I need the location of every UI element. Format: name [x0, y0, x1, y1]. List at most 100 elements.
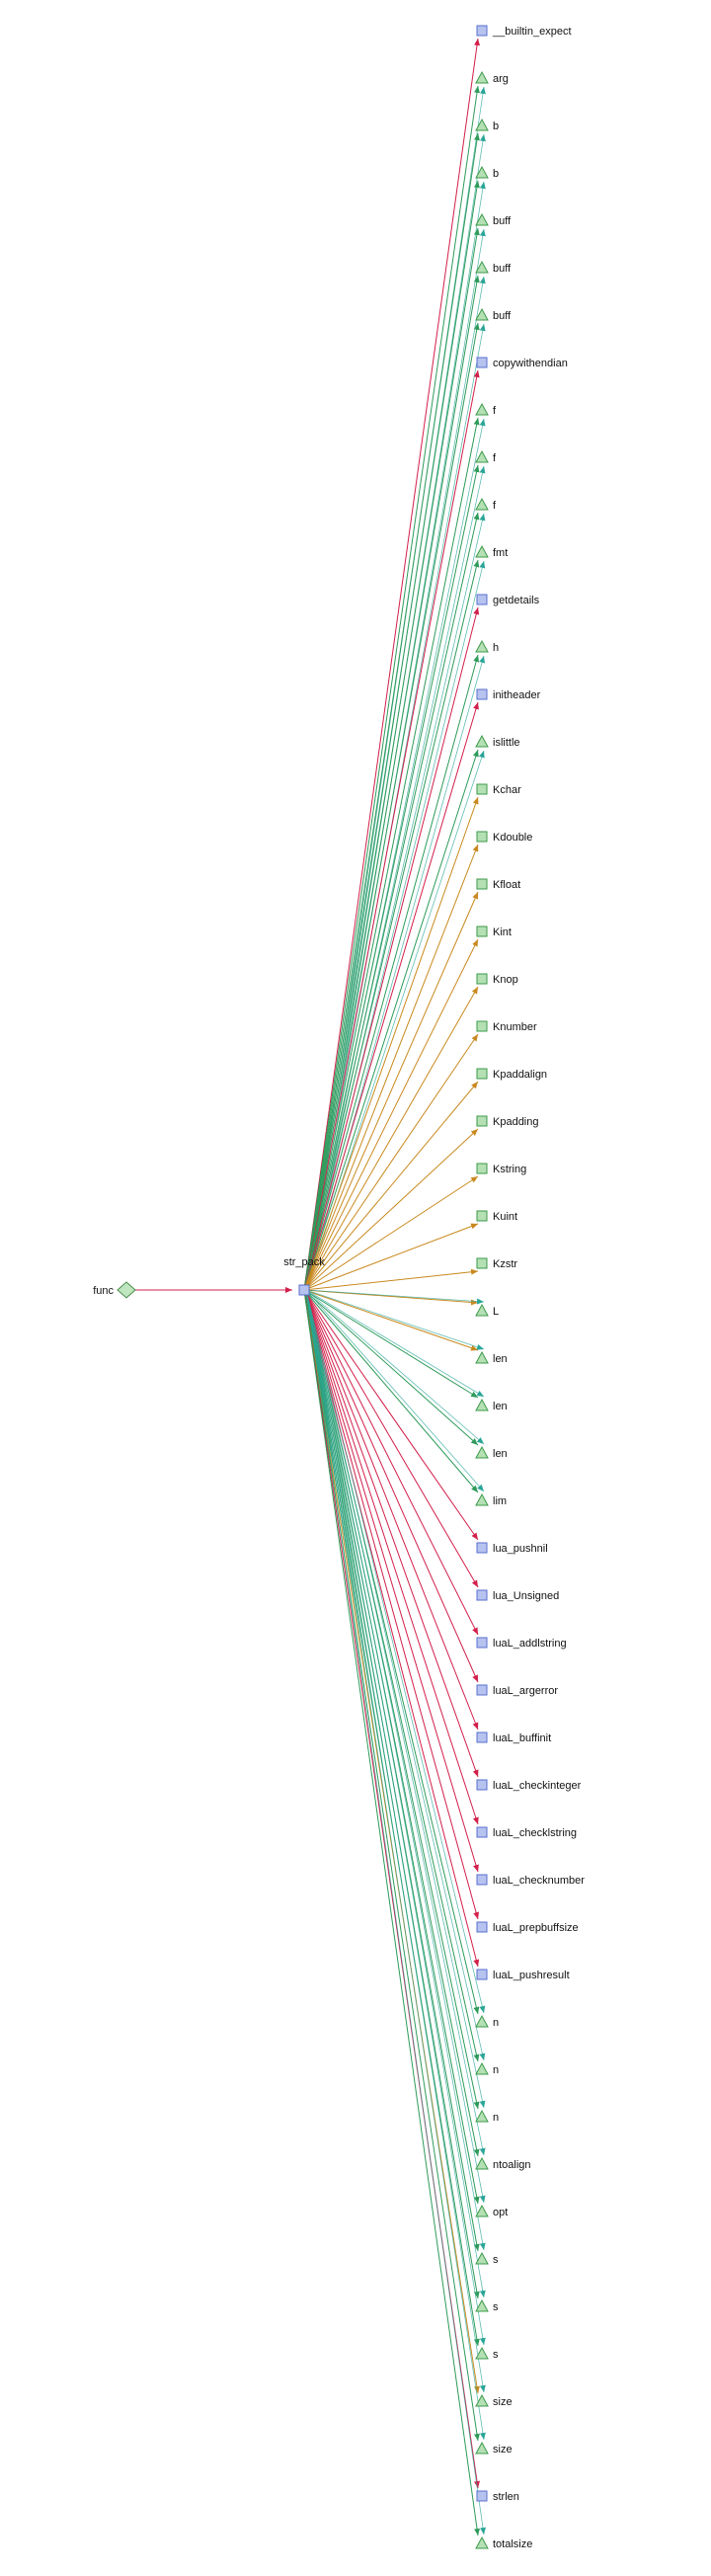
edge-42	[303, 1289, 480, 1968]
node-label: size	[493, 2396, 513, 2408]
node-len-29[interactable]: len	[475, 1350, 508, 1365]
node-h-14[interactable]: h	[475, 639, 499, 654]
node-lual-buffinit-37[interactable]: luaL_buffinit	[476, 1731, 551, 1744]
node-label: Kdouble	[493, 832, 532, 844]
node-builtin-expect-1[interactable]: __builtin_expect	[476, 25, 572, 38]
node-kzstr-27[interactable]: Kzstr	[476, 1257, 517, 1270]
node-size-52[interactable]: size	[475, 2441, 513, 2455]
blue-square-node-icon	[476, 1779, 488, 1791]
node-lual-addlstring-35[interactable]: luaL_addlstring	[476, 1637, 567, 1650]
edge-9	[303, 417, 480, 1291]
node-label: f	[493, 405, 497, 417]
node-f-10[interactable]: f	[475, 449, 497, 464]
node-buff-5[interactable]: buff	[475, 212, 512, 227]
node-label: h	[493, 642, 499, 654]
blue-square-node-icon	[476, 1637, 488, 1649]
node-b-3[interactable]: b	[475, 118, 499, 132]
node-n-43[interactable]: n	[475, 2014, 499, 2029]
node-knop-21[interactable]: Knop	[476, 973, 518, 986]
edge-51-companion	[305, 1289, 486, 2393]
edge-26	[303, 1223, 479, 1291]
edge-44	[303, 1289, 480, 2062]
node-lual-argerror-36[interactable]: luaL_argerror	[476, 1684, 558, 1697]
edge-18	[303, 844, 479, 1291]
node-lual-checknumber-40[interactable]: luaL_checknumber	[476, 1874, 585, 1887]
node-opt-47[interactable]: opt	[475, 2204, 508, 2218]
node-label: Kuint	[493, 1211, 517, 1223]
node-n-44[interactable]: n	[475, 2061, 499, 2076]
node-b-4[interactable]: b	[475, 165, 499, 180]
node-arg-2[interactable]: arg	[475, 70, 509, 85]
node-size-51[interactable]: size	[475, 2393, 513, 2408]
node-label: __builtin_expect	[492, 26, 572, 38]
node-label: luaL_prepbuffsize	[493, 1922, 579, 1934]
node-s-50[interactable]: s	[475, 2346, 499, 2361]
edge-45-companion	[305, 1289, 486, 2109]
node-label: Kzstr	[493, 1258, 517, 1270]
edge-47-companion	[305, 1289, 486, 2204]
edge-5	[303, 227, 480, 1291]
node-label: luaL_checklstring	[493, 1827, 577, 1839]
node-getdetails-13[interactable]: getdetails	[476, 594, 540, 606]
node-lual-pushresult-42[interactable]: luaL_pushresult	[476, 1969, 570, 1981]
triangle-node-icon	[475, 212, 489, 226]
blue-square-node-icon	[476, 1874, 488, 1886]
node-kstring-25[interactable]: Kstring	[476, 1163, 526, 1175]
node-label: initheader	[493, 689, 541, 701]
center-node-str-pack[interactable]: str_pack	[283, 1256, 325, 1296]
edge-29-companion	[305, 1289, 485, 1350]
node-strlen-53[interactable]: strlen	[476, 2490, 519, 2503]
triangle-node-icon	[475, 2061, 489, 2075]
node-kfloat-19[interactable]: Kfloat	[476, 878, 520, 891]
triangle-node-icon	[475, 639, 489, 653]
node-label: Knop	[493, 974, 518, 986]
blue-square-node-icon	[476, 1684, 488, 1696]
node-f-11[interactable]: f	[475, 497, 497, 512]
node-n-45[interactable]: n	[475, 2109, 499, 2124]
node-ntoalign-46[interactable]: ntoalign	[475, 2156, 531, 2171]
node-islittle-16[interactable]: islittle	[475, 734, 520, 749]
edge-40	[303, 1289, 479, 1873]
node-label: s	[493, 2349, 499, 2361]
edge-32	[303, 1289, 479, 1493]
source-node-func[interactable]: func	[93, 1281, 136, 1299]
node-kdouble-18[interactable]: Kdouble	[476, 831, 532, 844]
node-knumber-22[interactable]: Knumber	[476, 1020, 537, 1033]
node-buff-7[interactable]: buff	[475, 307, 512, 322]
center-node-label: str_pack	[283, 1256, 325, 1268]
node-s-48[interactable]: s	[475, 2251, 499, 2266]
node-lual-checklstring-39[interactable]: luaL_checklstring	[476, 1826, 577, 1839]
node-l-28[interactable]: L	[475, 1303, 499, 1318]
node-label: n	[493, 2064, 499, 2076]
edge-27	[303, 1268, 479, 1291]
node-lua-unsigned-34[interactable]: lua_Unsigned	[476, 1589, 559, 1602]
node-lual-prepbuffsize-41[interactable]: luaL_prepbuffsize	[476, 1921, 579, 1934]
edge-layer	[303, 38, 486, 2536]
edge-32-companion	[305, 1289, 485, 1492]
node-f-9[interactable]: f	[475, 402, 497, 417]
node-kchar-17[interactable]: Kchar	[476, 783, 521, 796]
node-label: Kchar	[493, 784, 521, 796]
node-initheader-15[interactable]: initheader	[476, 688, 541, 701]
node-buff-6[interactable]: buff	[475, 260, 512, 275]
node-fmt-12[interactable]: fmt	[475, 544, 508, 559]
triangle-node-icon	[475, 2156, 489, 2170]
node-kuint-26[interactable]: Kuint	[476, 1210, 517, 1223]
node-len-30[interactable]: len	[475, 1398, 508, 1412]
node-lim-32[interactable]: lim	[475, 1492, 507, 1507]
diamond-node-icon	[117, 1281, 136, 1299]
edge-30	[303, 1289, 479, 1399]
edge-31	[303, 1289, 479, 1446]
node-kpadding-24[interactable]: Kpadding	[476, 1115, 539, 1128]
node-copywithendian-8[interactable]: copywithendian	[476, 357, 568, 369]
node-kpaddalign-23[interactable]: Kpaddalign	[476, 1068, 547, 1081]
node-totalsize-54[interactable]: totalsize	[475, 2536, 532, 2550]
node-s-49[interactable]: s	[475, 2298, 499, 2313]
node-lual-checkinteger-38[interactable]: luaL_checkinteger	[476, 1779, 582, 1792]
edge-37	[303, 1289, 479, 1731]
triangle-node-icon	[475, 2109, 489, 2123]
node-kint-20[interactable]: Kint	[476, 926, 512, 938]
node-len-31[interactable]: len	[475, 1445, 508, 1460]
node-lua-pushnil-33[interactable]: lua_pushnil	[476, 1542, 548, 1555]
